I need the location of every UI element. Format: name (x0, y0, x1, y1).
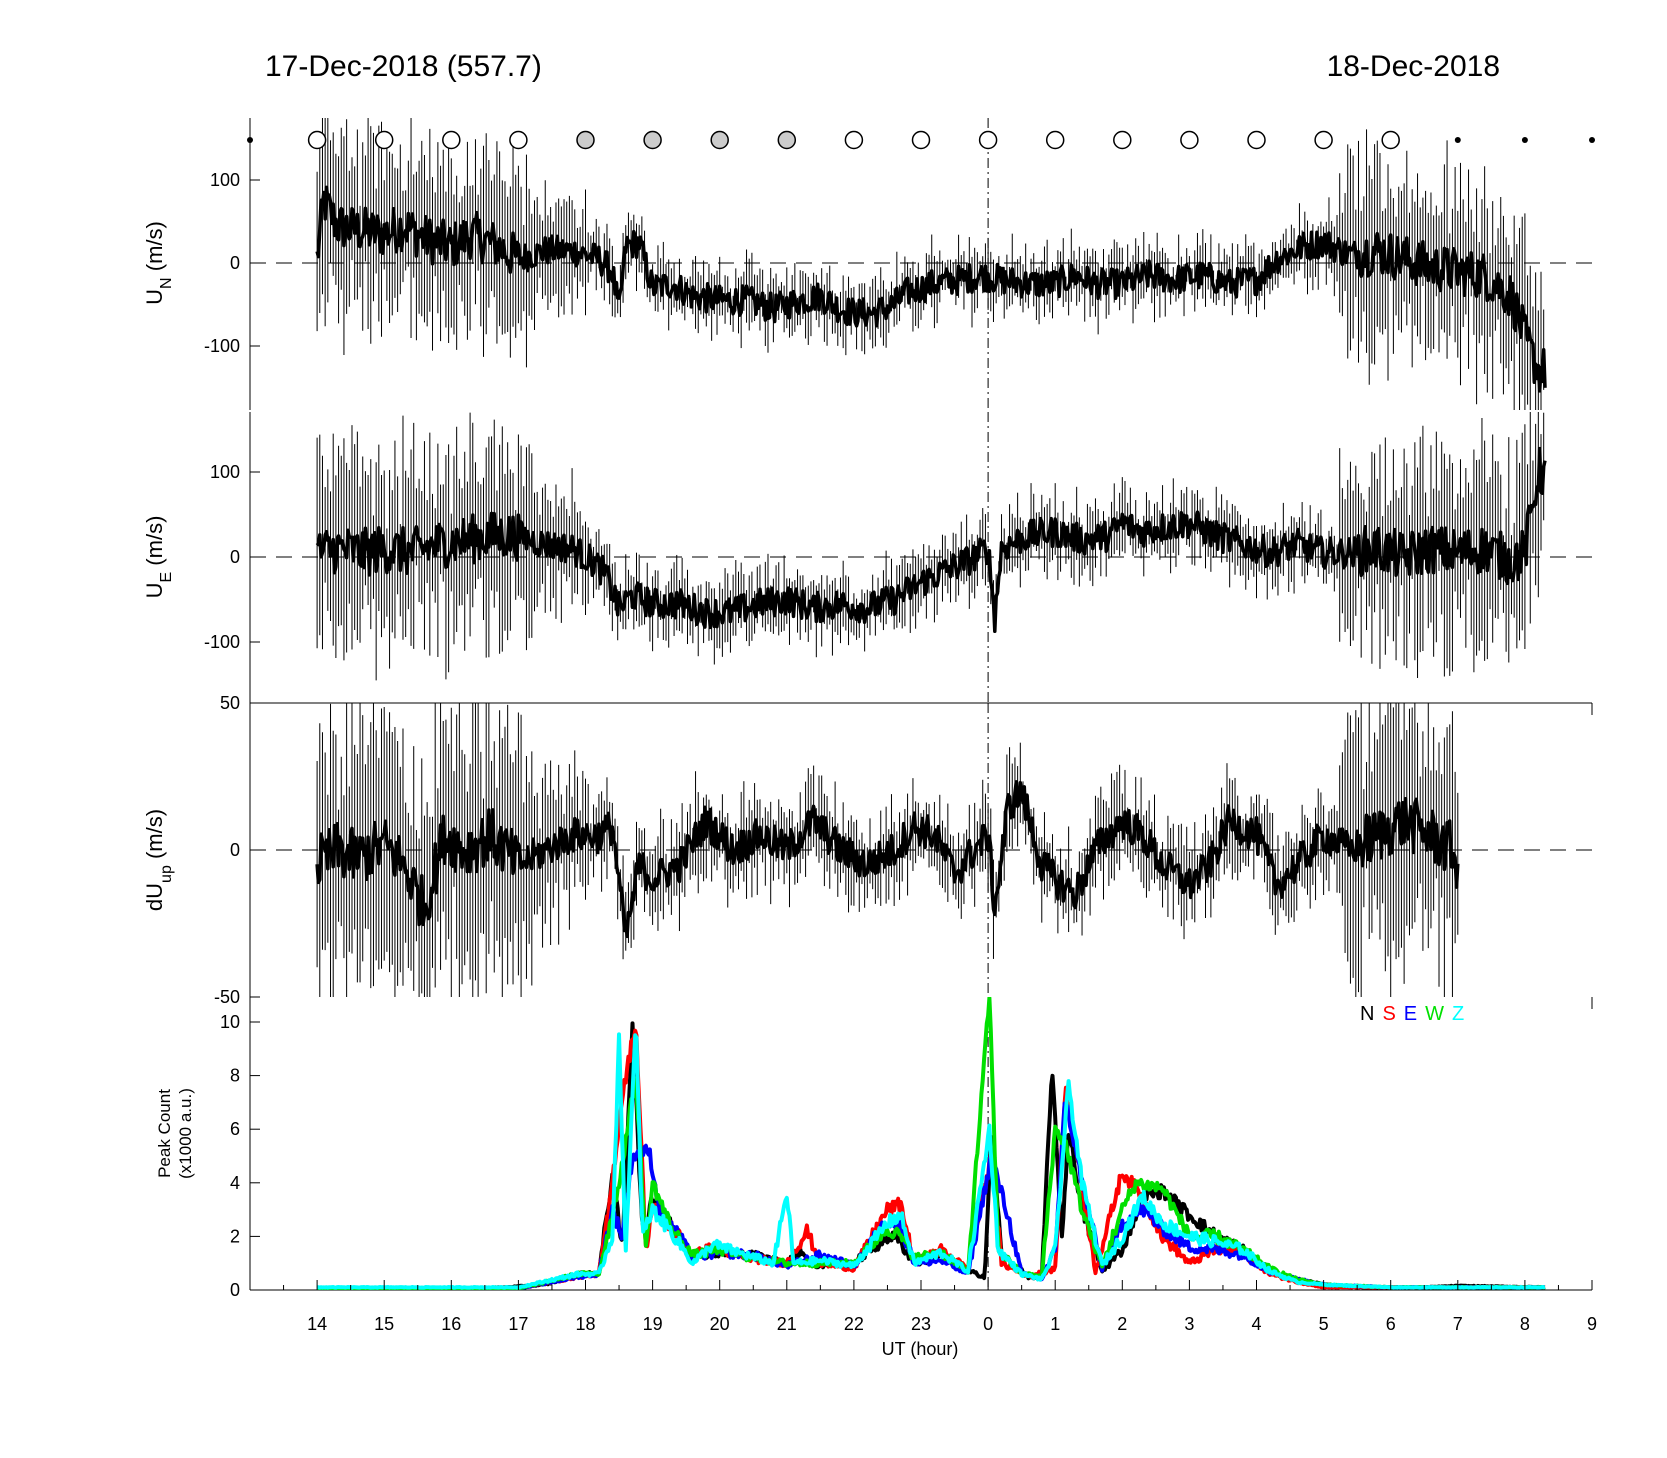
plot-area (315, 118, 1547, 410)
series-line-W (316, 997, 1546, 1290)
y-tick-label: 6 (230, 1119, 240, 1139)
x-tick-label: 3 (1184, 1314, 1194, 1334)
cloud-marker-dot (1589, 137, 1595, 143)
y-tick-label: 0 (230, 253, 240, 273)
x-tick-label: 19 (643, 1314, 663, 1334)
x-axis: 14 15 16 17 18 19 20 21 22 23 0 1 2 3 4 5 6 7 8 9 (283, 1280, 1597, 1334)
cloud-marker (1045, 130, 1065, 150)
x-tick-label: 8 (1520, 1314, 1530, 1334)
cloud-marker (911, 130, 931, 150)
y-axis-label: dUup (m/s) (142, 809, 175, 911)
x-tick-label: 7 (1453, 1314, 1463, 1334)
cloud-marker (710, 130, 729, 150)
x-tick-label: 9 (1587, 1314, 1597, 1334)
x-tick-label: 21 (777, 1314, 797, 1334)
cloud-marker (576, 130, 595, 150)
x-tick-label: 18 (575, 1314, 595, 1334)
y-tick-label: 10 (220, 1012, 240, 1032)
legend-entry-W: W (1425, 1003, 1444, 1025)
cloud-marker (374, 130, 394, 150)
cloud-marker-dot (1454, 137, 1461, 143)
cloud-marker (1180, 130, 1199, 150)
cloud-marker (643, 130, 662, 150)
series-line-S (316, 1028, 1546, 1290)
y-tick-label: 0 (230, 1280, 240, 1300)
x-tick-label: 1 (1050, 1314, 1060, 1334)
y-tick-label: 8 (230, 1066, 240, 1086)
x-tick-label: 16 (441, 1314, 461, 1334)
y-tick-label: -50 (214, 987, 240, 1007)
cloud-markers (247, 130, 1595, 150)
x-tick-label: 5 (1319, 1314, 1329, 1334)
y-tick-label: -100 (204, 632, 240, 652)
x-tick-label: 2 (1117, 1314, 1127, 1334)
y-tick-label: 0 (230, 547, 240, 567)
x-tick-label: 22 (844, 1314, 864, 1334)
cloud-marker (307, 130, 327, 150)
series-line (315, 185, 1547, 393)
series-line-E (316, 1101, 1546, 1290)
cloud-marker (1247, 130, 1266, 150)
cloud-marker (844, 130, 864, 150)
x-tick-label: 6 (1386, 1314, 1396, 1334)
plot-area (315, 703, 1460, 997)
x-axis-label: UT (hour) (882, 1339, 959, 1359)
cloud-marker (1113, 130, 1132, 150)
panel-UN: 100 0 -100 UN (m/s) (142, 118, 1592, 410)
cloud-marker (442, 130, 461, 150)
y-tick-label: 4 (230, 1173, 240, 1193)
cloud-marker (978, 130, 998, 150)
chart-title-right: 18-Dec-2018 (1327, 50, 1500, 83)
chart-title-left: 17-Dec-2018 (557.7) (265, 50, 542, 83)
series-line (315, 446, 1547, 634)
y-tick-label: 100 (210, 462, 240, 482)
y-tick-label: 100 (210, 170, 240, 190)
cloud-marker-dot (247, 137, 253, 143)
panel-dUup: 50 0 -50 dUup (m/s) (142, 693, 1593, 1007)
y-axis-label: UN (m/s) (142, 221, 175, 305)
cloud-marker (509, 130, 528, 150)
plot-area (315, 412, 1547, 681)
series-line (315, 780, 1460, 939)
panel-peak: 0 2 4 6 8 10 Peak Count (x1000 a.u.) N S E W Z (155, 997, 1593, 1300)
x-tick-label: 20 (710, 1314, 730, 1334)
x-tick-label: 0 (983, 1314, 993, 1334)
legend-entry-N: N (1360, 1003, 1374, 1025)
legend-entry-S: S (1382, 1003, 1395, 1025)
y-axis-label: Peak Count (x1000 a.u.) (155, 1088, 195, 1179)
y-axis-label: UE (m/s) (142, 516, 175, 599)
series-line-N (316, 1021, 1546, 1290)
panel-UE: 100 0 -100 UE (m/s) (142, 412, 1592, 703)
series-line-Z (316, 1032, 1546, 1290)
x-tick-label: 4 (1251, 1314, 1261, 1334)
cloud-marker (777, 130, 797, 150)
cloud-marker (1381, 130, 1400, 150)
legend-entry-E: E (1404, 1003, 1417, 1025)
y-tick-label: 0 (230, 840, 240, 860)
y-tick-label: -100 (204, 336, 240, 356)
y-tick-label: 2 (230, 1226, 240, 1246)
legend-entry-Z: Z (1452, 1003, 1464, 1025)
x-tick-label: 14 (307, 1314, 327, 1334)
cloud-marker (1314, 130, 1333, 150)
cloud-marker-dot (1521, 137, 1528, 143)
x-tick-label: 17 (508, 1314, 528, 1334)
x-tick-label: 23 (911, 1314, 931, 1334)
plot-area (316, 997, 1546, 1290)
y-tick-label: 50 (220, 693, 240, 713)
x-tick-label: 15 (374, 1314, 394, 1334)
